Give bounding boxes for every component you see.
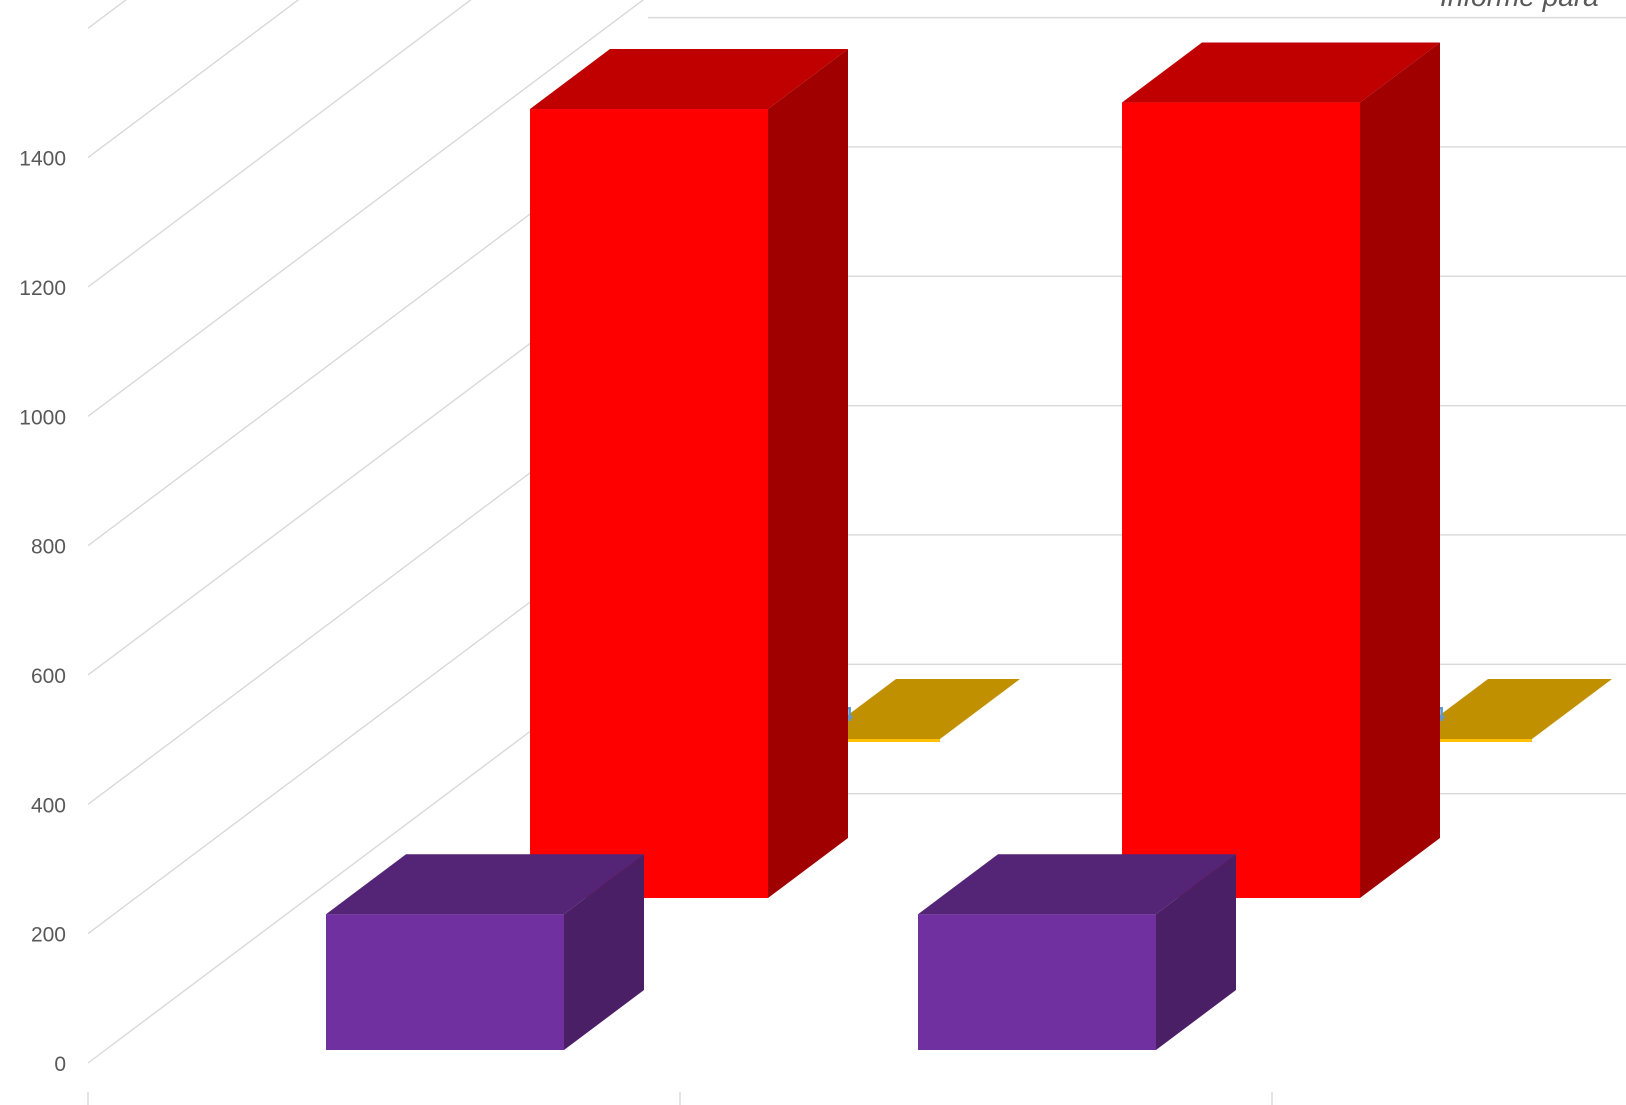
y-tick-label: 200 [31, 924, 66, 947]
y-tick-label: 1000 [19, 406, 66, 429]
bar [530, 109, 768, 898]
bar-top [530, 49, 848, 110]
bar [918, 914, 1156, 1050]
gridline-wall [87, 0, 127, 29]
y-tick-label: 1200 [19, 277, 66, 300]
bar [326, 914, 564, 1050]
y-tick-label: 800 [31, 536, 66, 559]
bar-top [1408, 679, 1612, 739]
y-axis: 0 200 400 600 800 1000 1200 1400 [19, 148, 1273, 1105]
bar-side [1360, 42, 1440, 898]
y-tick-label: 1400 [19, 148, 66, 171]
bar-top [918, 854, 1236, 915]
gridline-wall [87, 0, 300, 159]
bar-top [816, 679, 1020, 739]
y-tick-label: 0 [54, 1053, 66, 1076]
series-marks: 4,344,34 [326, 42, 1612, 1050]
bar-side [1156, 854, 1236, 1050]
bar [816, 739, 940, 742]
bar-top [1122, 42, 1440, 103]
bar-side [768, 49, 848, 898]
gridline-wall [87, 0, 472, 288]
bar-side [564, 854, 644, 1050]
gridline-wall [87, 0, 645, 417]
chart-title: Informe para [1440, 0, 1599, 12]
y-tick-label: 600 [31, 665, 66, 688]
bar-top [326, 854, 644, 915]
bar [1408, 739, 1532, 742]
bar [1122, 102, 1360, 898]
y-tick-label: 400 [31, 794, 66, 817]
